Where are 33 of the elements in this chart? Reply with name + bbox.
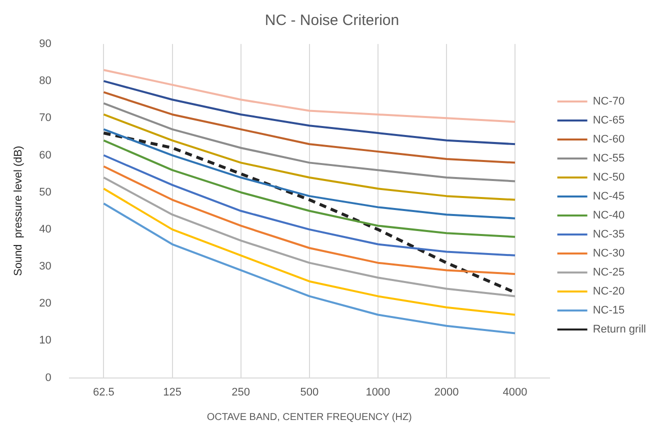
legend-label: NC-20	[592, 286, 625, 298]
y-tick-label: 40	[39, 223, 52, 236]
legend-label: NC-35	[592, 228, 625, 241]
x-axis-title: OCTAVE BAND, CENTER FREQUENCY (HZ)	[206, 412, 412, 423]
x-tick-label: 125	[163, 386, 182, 398]
y-axis-title: Sound pressure level (dB)	[12, 146, 25, 276]
chart-title: NC - Noise Criterion	[264, 12, 400, 30]
x-tick-label: 4000	[502, 386, 528, 398]
legend-label: NC-40	[592, 210, 625, 222]
legend-label: NC-65	[592, 114, 625, 127]
y-tick-label: 20	[39, 298, 52, 310]
x-tick-label: 2000	[434, 386, 459, 398]
y-tick-label: 60	[39, 149, 52, 162]
legend-label: NC-30	[592, 248, 625, 260]
legend-label: NC-70	[592, 96, 625, 108]
legend-label: NC-45	[592, 190, 625, 203]
y-tick-label: 0	[45, 372, 52, 384]
x-tick-label: 500	[300, 386, 319, 398]
legend-label: NC-60	[592, 134, 625, 146]
y-tick-label: 30	[39, 260, 52, 273]
x-tick-label: 62.5	[93, 386, 114, 398]
legend-label: NC-50	[592, 172, 625, 184]
legend-label: NC-25	[592, 266, 625, 279]
legend-label: NC-15	[592, 304, 625, 317]
x-tick-label: 250	[232, 386, 250, 398]
x-tick-label: 1000	[366, 386, 390, 398]
legend-label: NC-55	[592, 152, 625, 165]
y-tick-label: 50	[39, 186, 52, 198]
legend-label: Return grill	[592, 324, 646, 336]
y-tick-label: 10	[39, 334, 52, 347]
y-tick-label: 70	[39, 112, 52, 124]
y-tick-label: 80	[39, 75, 52, 88]
y-tick-label: 90	[39, 38, 52, 50]
